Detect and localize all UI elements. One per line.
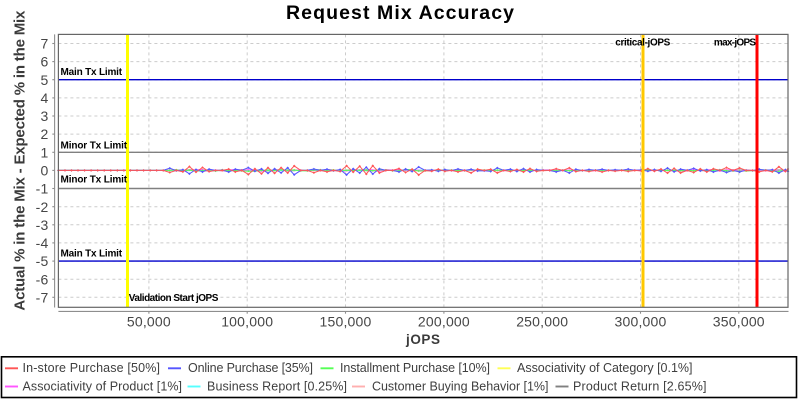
svg-text:-6: -6: [36, 271, 49, 287]
svg-text:-5: -5: [36, 253, 49, 269]
svg-text:Validation Start jOPS: Validation Start jOPS: [129, 293, 219, 304]
svg-text:Installment Purchase [10%]: Installment Purchase [10%]: [340, 361, 490, 375]
svg-text:Product Return [2.65%]: Product Return [2.65%]: [573, 379, 707, 393]
svg-text:300,000: 300,000: [614, 313, 666, 329]
svg-text:6: 6: [41, 54, 49, 70]
svg-text:Main Tx Limit: Main Tx Limit: [61, 67, 123, 78]
svg-text:Minor Tx Limit: Minor Tx Limit: [61, 175, 128, 186]
svg-text:In-store Purchase [50%]: In-store Purchase [50%]: [23, 361, 161, 375]
svg-text:-2: -2: [36, 199, 49, 215]
svg-text:jOPS: jOPS: [405, 332, 440, 347]
svg-text:Minor Tx Limit: Minor Tx Limit: [61, 141, 128, 152]
svg-text:Request Mix Accuracy: Request Mix Accuracy: [286, 2, 514, 24]
svg-text:-7: -7: [36, 289, 49, 305]
svg-text:Customer Buying Behavior [1%]: Customer Buying Behavior [1%]: [372, 379, 549, 393]
svg-text:Associativity of Category [0.1: Associativity of Category [0.1%]: [517, 361, 693, 375]
svg-text:max-jOPS: max-jOPS: [714, 38, 757, 49]
svg-text:Main Tx Limit: Main Tx Limit: [61, 248, 123, 259]
svg-text:150,000: 150,000: [319, 313, 371, 329]
svg-text:7: 7: [41, 36, 49, 52]
svg-text:0: 0: [41, 163, 49, 179]
svg-text:Business Report [0.25%]: Business Report [0.25%]: [207, 379, 347, 393]
svg-text:1: 1: [41, 144, 49, 160]
svg-text:Online Purchase [35%]: Online Purchase [35%]: [188, 361, 313, 375]
svg-text:-1: -1: [36, 181, 49, 197]
svg-text:200,000: 200,000: [418, 313, 470, 329]
svg-text:-4: -4: [36, 235, 49, 251]
svg-text:350,000: 350,000: [713, 313, 765, 329]
svg-text:Associativity of Product [1%]: Associativity of Product [1%]: [23, 379, 183, 393]
svg-text:4: 4: [41, 90, 49, 106]
svg-text:50,000: 50,000: [127, 313, 171, 329]
svg-text:2: 2: [41, 126, 49, 142]
svg-text:3: 3: [41, 108, 49, 124]
svg-text:5: 5: [41, 72, 49, 88]
svg-text:-3: -3: [36, 217, 49, 233]
svg-text:critical-jOPS: critical-jOPS: [615, 38, 671, 49]
svg-text:250,000: 250,000: [516, 313, 568, 329]
svg-text:100,000: 100,000: [221, 313, 273, 329]
svg-text:Actual % in the Mix - Expected: Actual % in the Mix - Expected % in the …: [12, 10, 29, 311]
